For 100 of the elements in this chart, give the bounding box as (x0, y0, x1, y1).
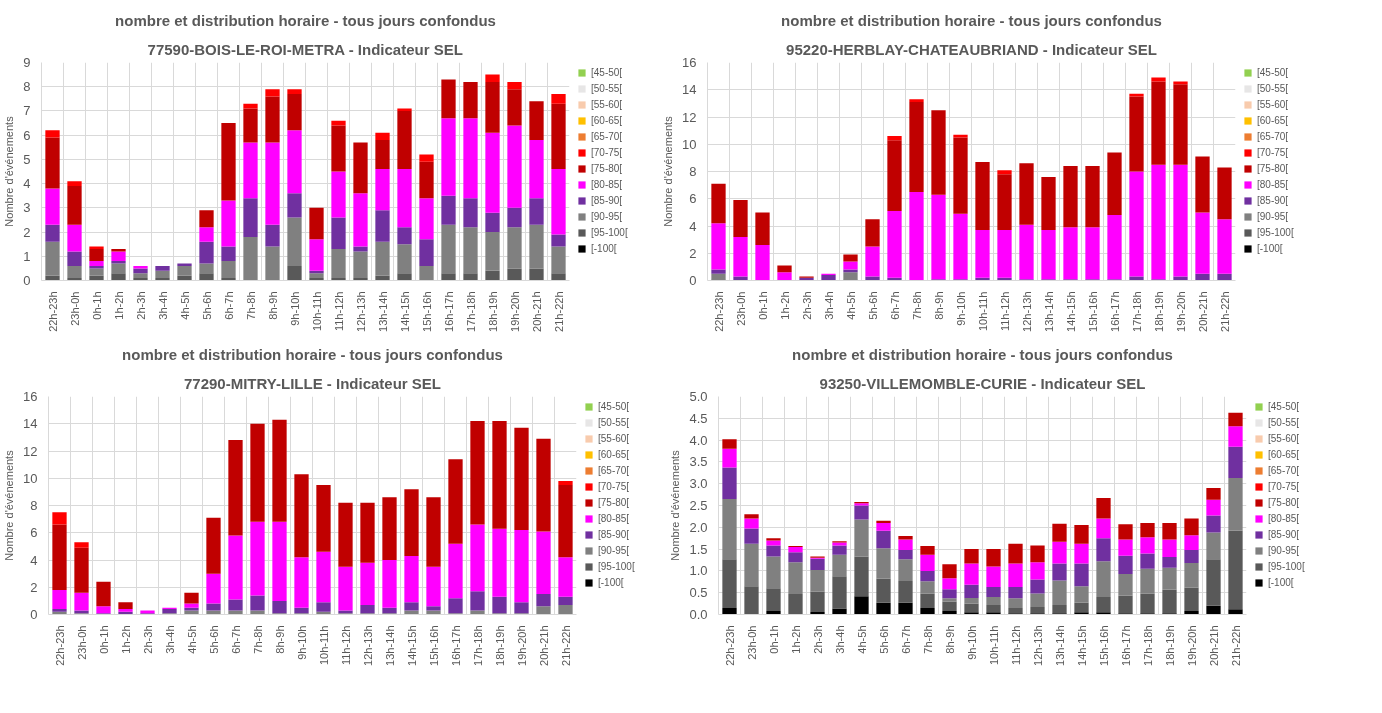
legend-label: [95-100[ (1268, 560, 1305, 572)
x-tick-label: 8h-9h (273, 625, 286, 654)
x-tick-label: 12h-13h (1020, 291, 1033, 332)
x-tick-label: 20h-21h (1207, 625, 1220, 666)
chart-subtitle: nombre et distribution horaire - tous jours confondus (122, 345, 503, 363)
legend-label: [70-75[ (591, 146, 623, 158)
x-tick-label: 21h-22h (1229, 625, 1242, 666)
legend-label: [50-55[ (1268, 416, 1300, 428)
y-tick-label: 6 (30, 525, 38, 541)
legend-label: [65-70[ (1268, 464, 1300, 476)
x-tick-label: 4h-5h (185, 625, 198, 654)
legend-label: [70-75[ (1268, 480, 1300, 492)
x-tick-label: 3h-4h (833, 625, 846, 654)
legend-label: [60-65[ (591, 114, 623, 126)
x-tick-label: 3h-4h (822, 291, 835, 320)
x-tick-label: 8h-9h (932, 291, 945, 320)
chart-subtitle: nombre et distribution horaire - tous jours confondus (792, 345, 1173, 363)
x-tick-label: 20h-21h (530, 291, 543, 332)
legend-label: [95-100[ (1257, 226, 1294, 238)
x-tick-label: 7h-8h (921, 625, 934, 654)
legend-label: [70-75[ (1257, 146, 1289, 158)
y-tick-label: 12 (23, 443, 38, 459)
x-tick-label: 9h-10h (288, 291, 301, 326)
legend-label: [90-95[ (1257, 210, 1289, 222)
x-tick-label: 17h-18h (464, 291, 477, 332)
chart-subtitle: nombre et distribution horaire - tous jours confondus (781, 11, 1162, 29)
legend-label: [-100[ (591, 242, 617, 254)
y-tick-label: 5.0 (689, 389, 708, 404)
legend-label: [65-70[ (591, 130, 623, 142)
x-tick-label: 0h-1h (90, 291, 103, 320)
legend-label: [-100[ (1257, 242, 1283, 254)
legend-label: [45-50[ (598, 400, 630, 412)
y-axis-title: Nombre d'événements (3, 115, 16, 227)
legend-label: [45-50[ (1268, 400, 1300, 412)
x-tick-label: 3h-4h (156, 291, 169, 320)
x-tick-label: 20h-21h (537, 625, 550, 666)
x-tick-label: 13h-14h (1053, 625, 1066, 666)
x-tick-label: 0h-1h (756, 291, 769, 320)
legend-label: [80-85[ (1268, 512, 1300, 524)
legend-label: [80-85[ (591, 178, 623, 190)
legend-label: [85-90[ (1257, 194, 1289, 206)
chart-title: 93250-VILLEMOMBLE-CURIE - Indicateur SEL (819, 374, 1146, 392)
legend-label: [75-80[ (1257, 162, 1289, 174)
legend-label: [60-65[ (1268, 448, 1300, 460)
legend-label: [75-80[ (591, 162, 623, 174)
x-tick-label: 17h-18h (1141, 625, 1154, 666)
y-tick-label: 8 (30, 498, 38, 513)
y-tick-label: 2.0 (689, 519, 708, 535)
x-tick-label: 4h-5h (855, 625, 868, 654)
y-tick-label: 14 (682, 82, 697, 98)
x-tick-label: 2h-3h (141, 625, 154, 654)
x-tick-label: 8h-9h (943, 625, 956, 654)
x-tick-label: 10h-11h (317, 625, 330, 666)
legend-label: [65-70[ (598, 464, 630, 476)
x-tick-label: 23h-0h (734, 291, 747, 326)
x-tick-label: 23h-0h (68, 291, 81, 326)
x-tick-label: 10h-11h (976, 291, 989, 332)
x-tick-label: 10h-11h (310, 291, 323, 332)
y-tick-label: 0 (23, 273, 31, 288)
x-tick-label: 21h-22h (552, 291, 565, 332)
legend-label: [75-80[ (1268, 496, 1300, 508)
y-tick-label: 0.0 (689, 607, 708, 622)
y-tick-label: 1.5 (689, 541, 708, 557)
chart-title: 77290-MITRY-LILLE - Indicateur SEL (184, 374, 441, 392)
x-tick-label: 9h-10h (965, 625, 978, 660)
x-tick-label: 4h-5h (844, 291, 857, 320)
x-tick-label: 22h-23h (46, 291, 59, 332)
x-tick-label: 13h-14h (383, 625, 396, 666)
legend-label: [60-65[ (1257, 114, 1289, 126)
y-tick-label: 0 (30, 607, 38, 622)
x-tick-label: 16h-17h (1119, 625, 1132, 666)
legend-label: [55-60[ (1257, 98, 1289, 110)
x-tick-label: 11h-12h (332, 291, 345, 332)
y-tick-label: 0 (689, 273, 697, 288)
y-tick-label: 10 (682, 136, 697, 152)
y-tick-label: 0.5 (689, 585, 708, 601)
y-tick-label: 1.0 (689, 563, 708, 579)
y-tick-label: 2 (689, 245, 697, 261)
y-tick-label: 14 (23, 416, 38, 432)
legend-label: [85-90[ (591, 194, 623, 206)
x-tick-label: 14h-15h (1064, 291, 1077, 332)
y-tick-label: 6 (689, 191, 697, 207)
x-tick-label: 21h-22h (559, 625, 572, 666)
x-tick-label: 12h-13h (361, 625, 374, 666)
x-tick-label: 3h-4h (163, 625, 176, 654)
x-tick-label: 19h-20h (515, 625, 528, 666)
x-tick-label: 1h-2h (778, 291, 791, 320)
x-tick-label: 14h-15h (405, 625, 418, 666)
y-tick-label: 10 (23, 470, 38, 486)
y-tick-label: 1 (23, 248, 31, 264)
x-tick-label: 19h-20h (508, 291, 521, 332)
y-tick-label: 2 (30, 579, 38, 595)
legend-label: [55-60[ (591, 98, 623, 110)
x-tick-label: 17h-18h (471, 625, 484, 666)
x-tick-label: 0h-1h (767, 625, 780, 654)
x-tick-label: 5h-6h (877, 625, 890, 654)
chart-title: 95220-HERBLAY-CHATEAUBRIAND - Indicateur SEL (786, 40, 1157, 58)
x-tick-label: 18h-19h (1152, 291, 1165, 332)
y-tick-label: 3.5 (689, 454, 708, 470)
x-tick-label: 2h-3h (134, 291, 147, 320)
